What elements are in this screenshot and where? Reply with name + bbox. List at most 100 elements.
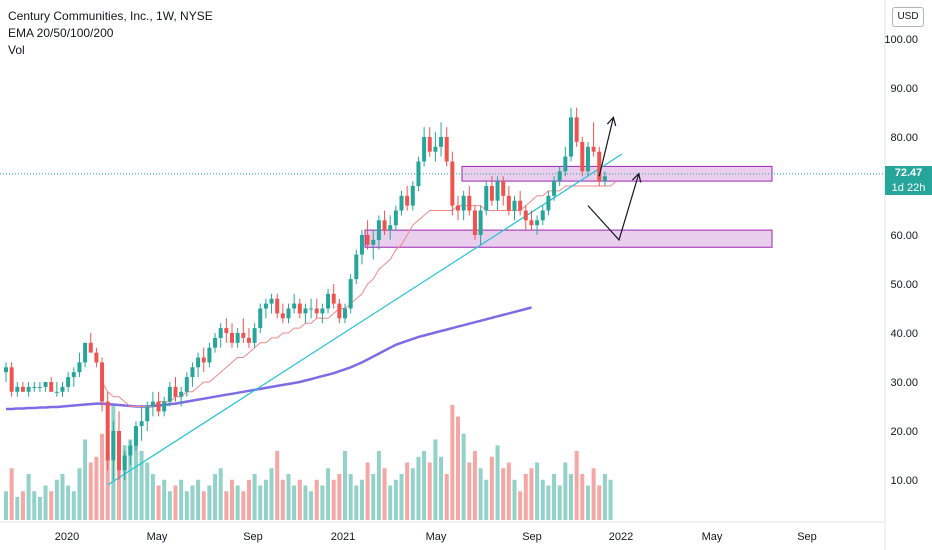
volume-bar bbox=[371, 474, 376, 520]
volume-bar bbox=[427, 462, 432, 520]
volume-bar bbox=[546, 485, 551, 520]
candle-body bbox=[585, 146, 590, 172]
volume-bar bbox=[552, 474, 557, 520]
x-tick-label: Sep bbox=[522, 531, 542, 543]
candle-body bbox=[348, 279, 353, 309]
volume-bar bbox=[156, 485, 161, 520]
volume-bar bbox=[523, 474, 528, 520]
candle-body bbox=[258, 308, 263, 329]
projection-dip-arrow bbox=[587, 173, 640, 242]
candle-body bbox=[167, 386, 172, 402]
candle-body bbox=[297, 303, 302, 314]
candle-body bbox=[15, 386, 20, 392]
ema-200-line bbox=[6, 306, 532, 411]
ema-indicator-label[interactable]: EMA 20/50/100/200 bbox=[8, 26, 114, 40]
candle-body bbox=[371, 239, 376, 245]
candle-body bbox=[122, 455, 127, 471]
bar-countdown-label: 1d 22h bbox=[885, 181, 932, 195]
volume-bar bbox=[535, 462, 540, 520]
volume-bar bbox=[105, 451, 110, 520]
x-tick-label: Sep bbox=[243, 531, 263, 543]
volume-bar bbox=[258, 485, 263, 520]
volume-bar bbox=[162, 479, 167, 520]
y-tick-label: 20.00 bbox=[890, 426, 918, 438]
candle-body bbox=[60, 386, 65, 392]
volume-bar bbox=[83, 439, 88, 520]
volume-bar bbox=[529, 468, 534, 520]
candle-body bbox=[54, 391, 59, 393]
volume-bar bbox=[230, 479, 234, 520]
resistance-zone bbox=[461, 165, 773, 182]
candle-body bbox=[337, 303, 342, 319]
candle-body bbox=[478, 210, 483, 235]
volume-bar bbox=[472, 451, 477, 520]
candle-body bbox=[580, 141, 585, 172]
candle-body bbox=[9, 367, 14, 392]
volume-bar bbox=[235, 485, 240, 520]
volume-bar bbox=[173, 485, 178, 520]
candle-body bbox=[184, 377, 189, 392]
volume-bar bbox=[60, 474, 65, 520]
volume-bar bbox=[405, 462, 410, 520]
volume-bar bbox=[224, 491, 229, 520]
volume-bar bbox=[246, 479, 251, 520]
candle-body bbox=[591, 146, 596, 152]
volume-bar bbox=[139, 451, 144, 520]
x-tick-label: May bbox=[147, 531, 168, 543]
symbol-title[interactable]: Century Communities, Inc., 1W, NYSE bbox=[8, 9, 213, 23]
candle-body bbox=[43, 382, 48, 387]
candle-body bbox=[105, 401, 110, 461]
volume-bar bbox=[88, 462, 93, 520]
candle-body bbox=[94, 352, 99, 363]
currency-button[interactable]: USD bbox=[892, 7, 924, 27]
volume-bar bbox=[54, 479, 59, 520]
volume-bar bbox=[337, 474, 342, 520]
volume-bar bbox=[574, 451, 579, 520]
volume-bar bbox=[416, 456, 421, 520]
volume-bar bbox=[37, 497, 42, 520]
volume-bar bbox=[439, 456, 444, 520]
y-tick-label: 80.00 bbox=[890, 132, 918, 144]
candle-body bbox=[597, 151, 602, 182]
candle-body bbox=[320, 308, 325, 314]
x-tick-label: May bbox=[426, 531, 447, 543]
candle-body bbox=[235, 333, 240, 343]
candle-body bbox=[405, 195, 410, 206]
volume-bar bbox=[506, 462, 511, 520]
candle-body bbox=[439, 137, 444, 147]
candle-body bbox=[252, 328, 257, 343]
volume-bar bbox=[207, 485, 212, 520]
candle-body bbox=[495, 181, 500, 201]
candle-body bbox=[190, 367, 195, 378]
volume-bar bbox=[26, 474, 31, 520]
candle-body bbox=[501, 181, 506, 196]
candle-body bbox=[529, 220, 534, 226]
y-tick-label: 10.00 bbox=[890, 475, 918, 487]
volume-bar bbox=[122, 445, 127, 520]
candle-body bbox=[535, 220, 540, 226]
volume-bar bbox=[196, 479, 201, 520]
volume-bar bbox=[190, 485, 195, 520]
volume-bar bbox=[263, 479, 268, 520]
candle-body bbox=[275, 298, 280, 314]
candle-body bbox=[518, 200, 523, 211]
candle-body bbox=[224, 328, 229, 333]
volume-bar bbox=[557, 485, 562, 520]
projection-arrow-head bbox=[606, 116, 617, 127]
volume-bar bbox=[286, 474, 291, 520]
volume-bar bbox=[100, 433, 105, 520]
candle-body bbox=[4, 367, 8, 373]
candle-body bbox=[456, 205, 460, 211]
volume-bar bbox=[275, 451, 280, 520]
volume-indicator-label[interactable]: Vol bbox=[8, 43, 25, 57]
volume-bar bbox=[218, 468, 223, 520]
candle-body bbox=[196, 357, 201, 368]
volume-bar bbox=[66, 485, 71, 520]
volume-bar bbox=[569, 474, 573, 520]
volume-bar bbox=[314, 479, 319, 520]
y-tick-label: 40.00 bbox=[890, 328, 918, 340]
volume-bar bbox=[9, 468, 14, 520]
candle-body bbox=[71, 372, 76, 378]
volume-bar bbox=[309, 491, 314, 520]
